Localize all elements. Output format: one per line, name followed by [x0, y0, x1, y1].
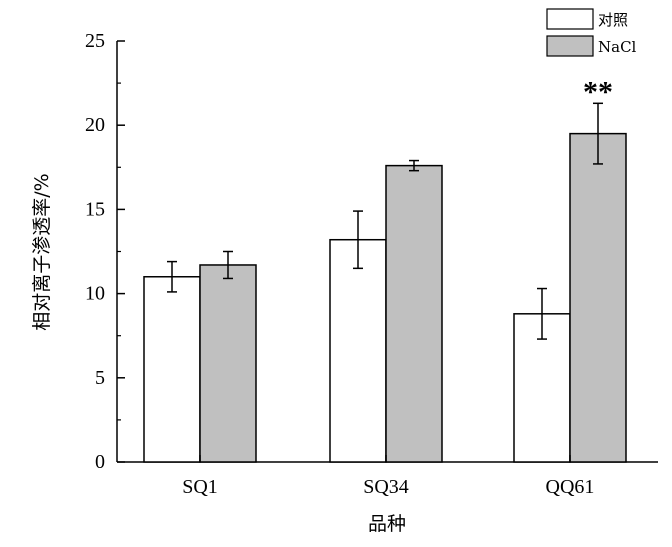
significance-label: ** — [583, 75, 613, 108]
bars — [143, 132, 627, 463]
legend-label-nacl: NaCl — [598, 38, 637, 56]
annotations: ** — [583, 75, 613, 108]
x-axis-title: 品种 — [368, 513, 406, 535]
y-tick-label: 10 — [85, 283, 105, 305]
y-tick-label: 0 — [95, 451, 105, 473]
bar-nacl-sq34 — [385, 164, 443, 463]
bar-nacl-qq61 — [569, 132, 627, 463]
legend: 对照 NaCl — [546, 8, 637, 57]
y-tick-label: 25 — [85, 30, 105, 52]
x-tick-label: SQ1 — [182, 476, 218, 498]
x-tick-label: SQ34 — [363, 476, 409, 498]
error-bars — [167, 102, 603, 340]
bar-control-sq1 — [143, 276, 201, 463]
legend-label-control: 对照 — [598, 11, 628, 29]
y-ticks: 0 5 10 15 20 25 — [85, 30, 125, 473]
legend-swatch-nacl — [546, 35, 594, 57]
y-tick-label: 20 — [85, 114, 105, 136]
y-axis-title: 相对离子渗透率/% — [31, 173, 53, 330]
y-tick-label: 5 — [95, 367, 105, 389]
x-tick-label: QQ61 — [546, 476, 595, 498]
x-ticks: SQ1 SQ34 QQ61 — [182, 455, 594, 498]
y-tick-label: 15 — [85, 198, 105, 220]
bar-control-sq34 — [329, 238, 387, 463]
bar-nacl-sq1 — [199, 264, 257, 463]
legend-swatch-control — [546, 8, 594, 30]
